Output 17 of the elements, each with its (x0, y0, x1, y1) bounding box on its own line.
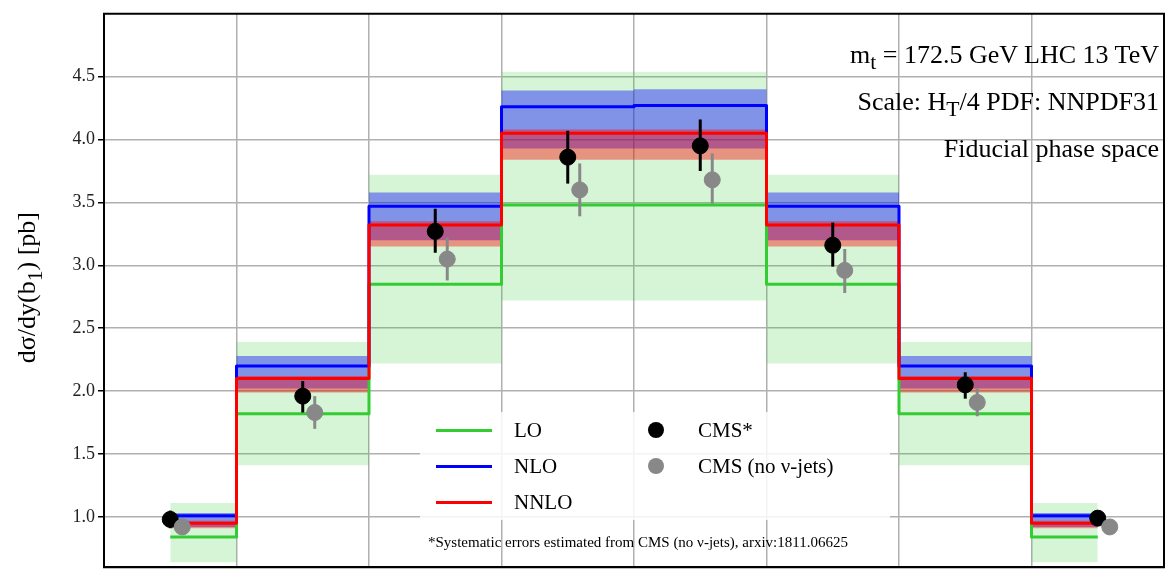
legend-label: NNLO (514, 489, 573, 515)
annotation: Scale: H$_{T}$/4 PDF: NNPDF31 (857, 87, 1159, 123)
y-tick-label: 2.0 (72, 379, 95, 400)
annotation: *Systematic errors estimated from CMS (no ν-jets), arxiv:1811.06625 (428, 533, 849, 552)
y-tick-label: 1.5 (72, 442, 95, 463)
legend-label: CMS* (698, 417, 753, 443)
legend-label: NLO (514, 453, 558, 479)
legend-label: LO (514, 417, 542, 443)
y-tick-label: 2.5 (72, 316, 95, 337)
y-tick-label: 1.0 (72, 505, 95, 526)
y-tick-label: 4.0 (72, 128, 95, 149)
y-tick-label: 3.5 (72, 191, 95, 212)
y-tick-label: 3.0 (72, 254, 95, 275)
annotation: Fiducial phase space (943, 134, 1159, 164)
annotation: m$_{t}$ = 172.5 GeV LHC 13 TeV (850, 40, 1159, 76)
y-tick-label: 4.5 (72, 65, 95, 86)
legend-label: CMS (no ν-jets) (698, 453, 834, 479)
